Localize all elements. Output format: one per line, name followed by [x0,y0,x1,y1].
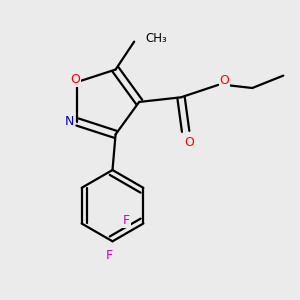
Text: O: O [70,73,80,86]
Text: F: F [123,214,130,227]
Text: O: O [220,74,230,87]
Text: CH₃: CH₃ [145,32,167,45]
Text: O: O [184,136,194,149]
Text: N: N [65,116,74,128]
Text: F: F [106,249,113,262]
